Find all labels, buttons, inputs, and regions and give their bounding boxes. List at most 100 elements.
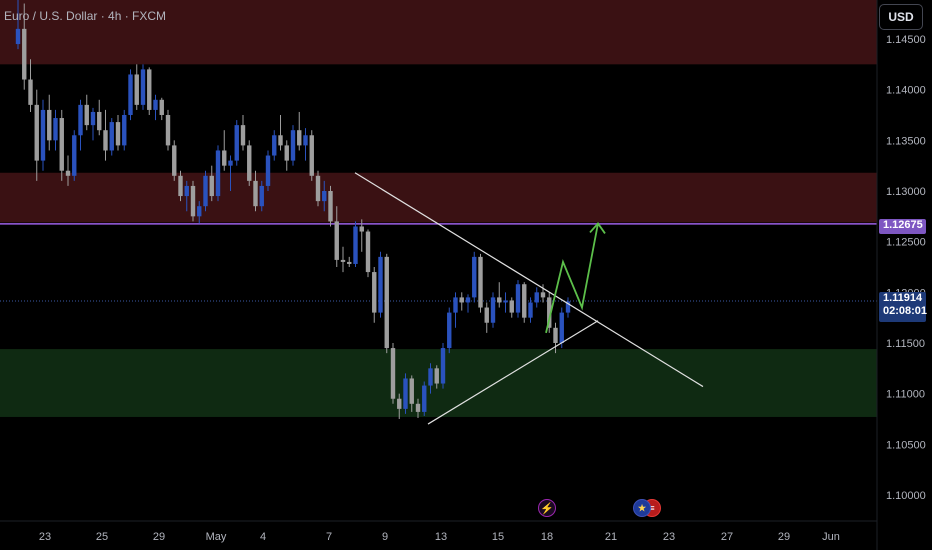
currency-button[interactable]: USD: [879, 4, 923, 30]
bull-candle: [565, 301, 571, 313]
bull-candle: [559, 312, 564, 343]
bull-candle: [290, 130, 296, 161]
price-tick-label: 1.13500: [886, 135, 926, 147]
bear-candle: [365, 231, 371, 273]
time-tick-label: 27: [721, 531, 733, 543]
bear-candle: [315, 175, 321, 202]
bull-candle: [503, 300, 508, 303]
time-tick-label: Jun: [822, 531, 840, 543]
bull-candle: [428, 368, 433, 386]
bull-candle: [447, 312, 452, 349]
bear-candle: [103, 130, 108, 151]
bull-candle: [378, 256, 383, 313]
projection-arrow: [545, 223, 599, 334]
bear-candle: [34, 104, 39, 161]
bear-candle: [497, 297, 502, 303]
bear-candle: [509, 300, 514, 313]
bull-candle: [472, 256, 477, 298]
bear-candle: [115, 122, 121, 146]
bear-candle: [297, 130, 302, 146]
bear-candle: [347, 261, 352, 264]
bull-candle: [215, 150, 221, 197]
bear-candle: [165, 115, 171, 146]
bear-candle: [334, 221, 339, 260]
bear-candle: [547, 297, 552, 328]
bear-candle: [178, 175, 183, 197]
time-tick-label: May: [206, 531, 227, 543]
bull-candle: [228, 160, 233, 166]
bear-candle: [540, 292, 546, 298]
time-tick-label: 29: [778, 531, 790, 543]
eu-flag-icon[interactable]: ★: [633, 499, 651, 517]
bear-candle: [415, 403, 421, 412]
bull-candle: [490, 297, 496, 323]
descending-trendline: [354, 172, 704, 388]
bull-candle: [15, 28, 21, 45]
bull-candle: [197, 206, 202, 217]
bull-candle: [528, 302, 533, 318]
bear-candle: [247, 145, 252, 181]
ascending-trendline: [427, 320, 599, 425]
bear-candle: [84, 104, 89, 126]
bull-candle: [40, 109, 46, 161]
current-price-tag: 1.11914 02:08:01: [879, 292, 927, 322]
bull-candle: [265, 155, 271, 186]
bear-candle: [478, 256, 483, 308]
bear-candle: [47, 109, 52, 141]
bull-candle: [259, 185, 264, 207]
bull-candle: [534, 292, 539, 303]
bear-candle: [390, 348, 396, 399]
time-tick-label: 15: [492, 531, 504, 543]
drawings-layer: [354, 172, 704, 425]
bull-candle: [440, 348, 446, 384]
time-tick-label: 29: [153, 531, 165, 543]
price-axis: 1.145001.140001.135001.130001.125001.120…: [886, 34, 926, 502]
chart-title: Euro / U.S. Dollar · 4h · FXCM: [4, 9, 167, 23]
time-tick-label: 9: [382, 531, 388, 543]
bear-candle: [359, 226, 364, 232]
bear-candle: [397, 398, 402, 409]
bear-candle: [59, 118, 64, 171]
bull-candle: [109, 122, 114, 151]
bear-candle: [372, 272, 377, 313]
bull-candle: [78, 104, 83, 136]
price-tick-label: 1.10000: [886, 490, 926, 502]
lightning-icon[interactable]: ⚡: [538, 499, 556, 517]
bear-candle: [553, 327, 558, 343]
bull-candle: [322, 191, 327, 202]
bear-candle: [278, 135, 283, 146]
time-tick-label: 25: [96, 531, 108, 543]
bear-candle: [209, 175, 214, 197]
bear-candle: [434, 368, 439, 384]
bear-candle: [190, 185, 196, 217]
time-tick-label: 21: [605, 531, 617, 543]
time-tick-label: 4: [260, 531, 266, 543]
key-level-tag: 1.12675: [879, 219, 926, 234]
price-tick-label: 1.10500: [886, 439, 926, 451]
bear-candle: [240, 125, 246, 146]
price-tick-label: 1.12500: [886, 237, 926, 249]
time-tick-label: 13: [435, 531, 447, 543]
bear-candle: [328, 191, 333, 222]
price-tick-label: 1.14000: [886, 85, 926, 97]
bull-candle: [128, 74, 133, 115]
time-tick-label: 23: [663, 531, 675, 543]
bull-candle: [153, 99, 158, 110]
bear-candle: [340, 259, 346, 262]
bull-candle: [140, 69, 146, 105]
bull-candle: [203, 175, 208, 207]
price-tick-label: 1.11000: [886, 389, 925, 401]
zones-layer: [0, 0, 877, 417]
bear-candle: [309, 135, 314, 176]
bull-candle: [403, 378, 408, 409]
time-axis: 23 25 29 May 4 7 9 13 15 18 21 23 27 29 Jun: [39, 531, 840, 543]
projection-arrowhead: [589, 221, 606, 234]
price-tick-label: 1.11500: [886, 338, 925, 350]
time-tick-label: 23: [39, 531, 51, 543]
bear-candle: [284, 145, 289, 161]
bull-candle: [465, 297, 471, 303]
bear-candle: [384, 256, 389, 349]
resistance-zone: [0, 0, 877, 65]
bull-candle: [422, 385, 427, 412]
